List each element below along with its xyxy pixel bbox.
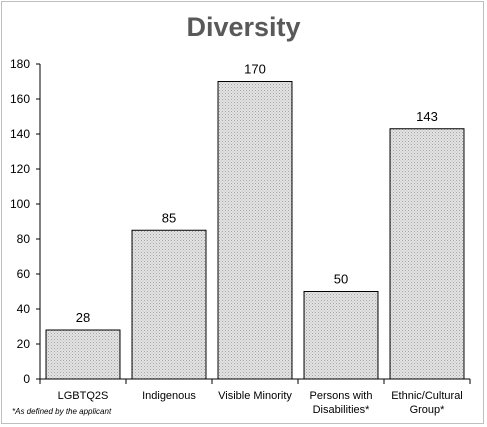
y-tick-label: 20 xyxy=(17,337,31,351)
bar xyxy=(389,128,465,380)
x-axis: LGBTQ2S Indigenous Visible Minority Persons… xyxy=(39,378,471,416)
data-label: 50 xyxy=(334,272,348,287)
data-label: 170 xyxy=(244,62,266,77)
x-category-label: Visible Minority xyxy=(218,390,292,402)
bar xyxy=(217,81,293,380)
y-tick-label: 0 xyxy=(23,372,30,386)
bar xyxy=(303,291,379,380)
y-tick-label: 80 xyxy=(17,232,31,246)
y-tick-label: 120 xyxy=(10,162,30,176)
bars xyxy=(45,81,465,380)
y-axis: 0 20 40 60 80 100 120 140 160 180 xyxy=(10,57,41,386)
x-category-label: LGBTQ2S xyxy=(58,390,109,402)
y-tick-label: 160 xyxy=(10,92,30,106)
x-category-label: Indigenous xyxy=(142,390,196,402)
y-tick-label: 100 xyxy=(10,197,30,211)
y-tick-label: 180 xyxy=(10,57,30,71)
bar xyxy=(45,329,121,380)
data-label: 143 xyxy=(416,109,438,124)
data-labels: 28 85 170 50 143 xyxy=(76,62,438,326)
x-category-label: Ethnic/Cultural Group* xyxy=(391,390,463,416)
data-label: 28 xyxy=(76,310,90,325)
y-tick-label: 40 xyxy=(17,302,31,316)
y-tick-label: 60 xyxy=(17,267,31,281)
data-label: 85 xyxy=(162,210,176,225)
x-category-label: Persons with Disabilities* xyxy=(310,390,373,416)
chart-title: Diversity xyxy=(186,12,301,42)
footnote: *As defined by the applicant xyxy=(12,407,112,416)
y-tick-label: 140 xyxy=(10,127,30,141)
bar xyxy=(131,229,207,380)
